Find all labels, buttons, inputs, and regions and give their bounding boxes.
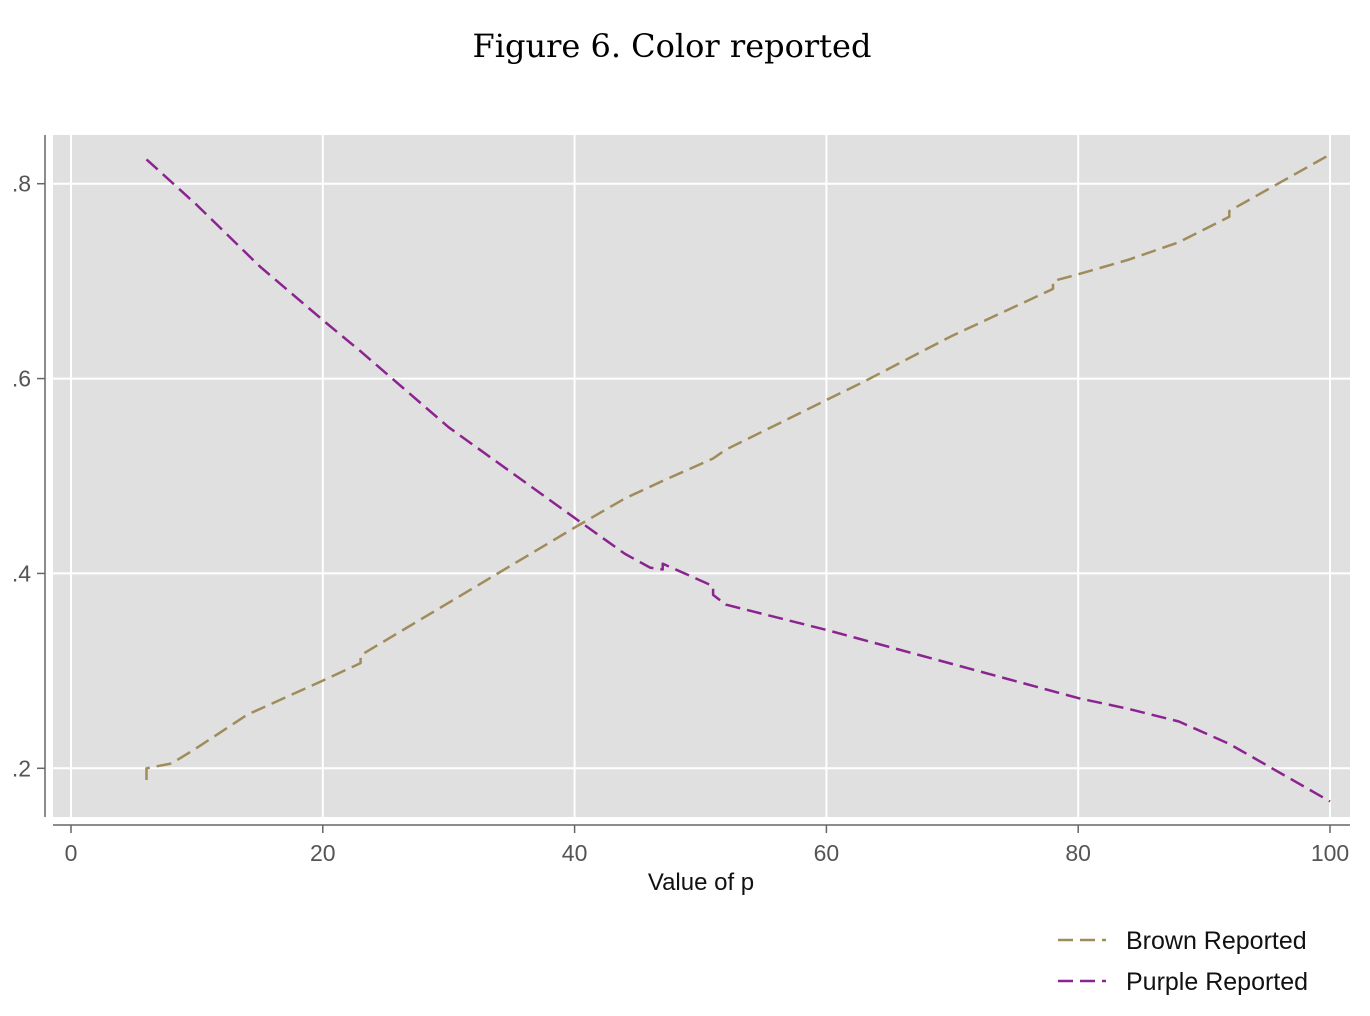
x-tick-label: 100 [1311,840,1349,866]
series-layer [145,153,1331,803]
x-tick-label: 40 [562,840,588,866]
legend: Brown Reported Purple Reported [1058,927,1308,996]
y-tick-label: .2 [12,755,31,781]
x-axis-label: Value of p [648,869,754,896]
x-tick-label: 60 [814,840,840,866]
axes: 0 20 40 60 80 100 .2 .4 .6 .8 [12,135,1350,866]
chart-title: Figure 6. Color reported [473,27,872,65]
series-line-brown-reported [145,153,1331,780]
x-tick-label: 80 [1065,840,1091,866]
series-line-purple-reported [145,158,1331,803]
x-tick-label: 0 [65,840,78,866]
gridlines [53,135,1350,817]
x-tick-label: 20 [310,840,336,866]
legend-label-purple: Purple Reported [1126,968,1308,996]
legend-label-brown: Brown Reported [1126,927,1307,955]
y-tick-label: .8 [12,171,31,197]
y-tick-label: .6 [12,366,31,392]
plot-area [53,135,1350,817]
y-tick-label: .4 [12,560,31,586]
